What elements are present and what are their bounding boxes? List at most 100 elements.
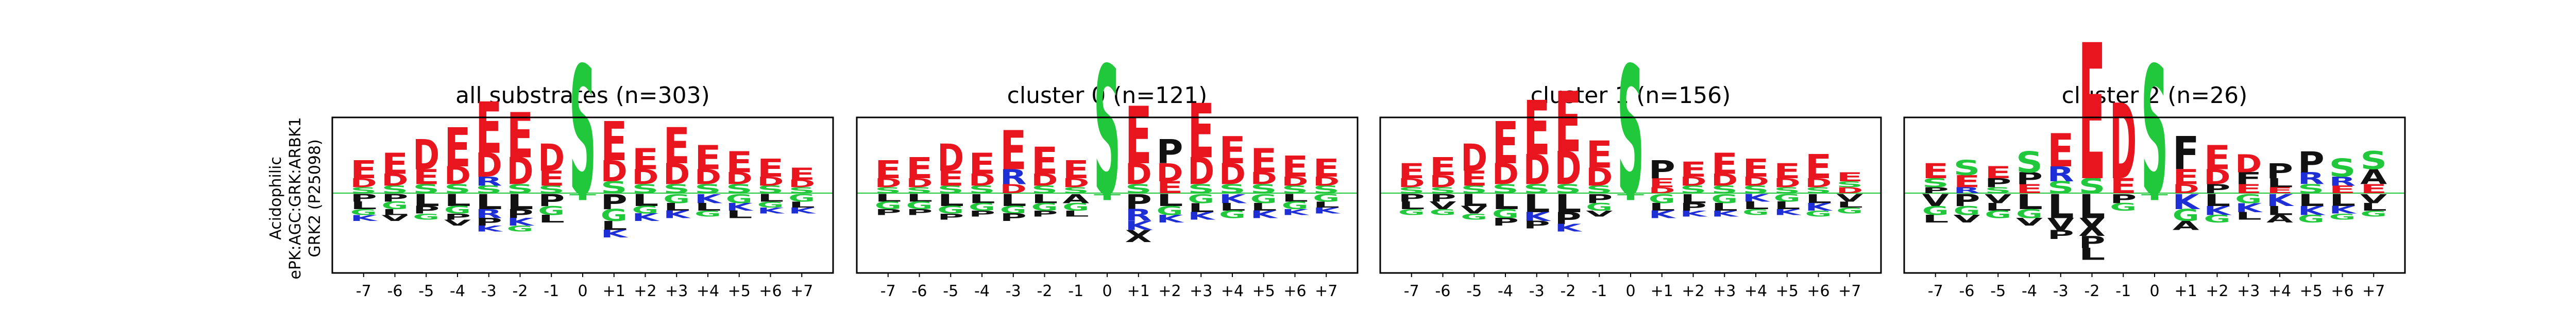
logo-letter-S: S xyxy=(1586,184,1613,196)
panel-title: all substrates (n=303) xyxy=(455,82,710,109)
depleted-letter: G xyxy=(969,201,995,213)
logo-letter-V: V xyxy=(444,218,471,228)
logo-letter-G: G xyxy=(788,192,815,204)
logo-letter-V: V xyxy=(1586,209,1613,219)
logo-letter-R: R xyxy=(476,207,502,221)
logo-letter-L: L xyxy=(694,201,721,213)
depleted-letter: G xyxy=(1219,209,1246,220)
x-tick-label: +1 xyxy=(1651,282,1673,300)
logo-letter-K: K xyxy=(1157,213,1185,225)
logo-letter-D: D xyxy=(538,136,565,180)
x-tick-label: -4 xyxy=(1498,282,1513,300)
x-tick-label: -4 xyxy=(2022,282,2037,300)
depleted-letter: G xyxy=(757,200,784,210)
x-tick-label: -1 xyxy=(1591,282,1607,300)
depleted-letter: G xyxy=(1062,201,1089,213)
enriched-letter: D xyxy=(444,161,471,191)
enriched-letter: S xyxy=(350,185,377,195)
logo-letter-K: K xyxy=(1649,209,1677,220)
x-tick-label: +3 xyxy=(665,282,688,300)
logo-letter-A: A xyxy=(2266,213,2293,225)
depleted-letter: L xyxy=(1680,192,1707,206)
logo-letter-G: G xyxy=(726,192,753,206)
logo-letter-L: L xyxy=(1188,201,1214,215)
depleted-letter: L xyxy=(1219,201,1246,213)
logo-letter-D: D xyxy=(788,178,815,190)
depleted-letter: V xyxy=(382,213,409,223)
depleted-letter: L xyxy=(2204,191,2231,210)
depleted-letter: P xyxy=(476,216,502,228)
logo-letter-P: P xyxy=(1031,209,1058,219)
depleted-letter: G xyxy=(2298,213,2325,225)
enriched-letter: D xyxy=(1492,158,1519,191)
logo-panel-1: cluster 0 (n=121)SDELGP-7SDELGP-6SEDLGP-… xyxy=(856,30,1359,300)
enriched-letter: S xyxy=(569,30,596,235)
enriched-letter: D xyxy=(663,158,690,191)
logo-letter-S: S xyxy=(757,184,784,196)
logo-letter-E: E xyxy=(1250,142,1277,180)
logo-letter-K: K xyxy=(2266,191,2294,210)
logo-letter-E: E xyxy=(1430,152,1456,181)
depleted-letter: K xyxy=(507,216,535,228)
depleted-letter: A xyxy=(2173,218,2199,233)
logo-letter-P: P xyxy=(1430,192,1456,204)
enriched-letter: E xyxy=(1711,147,1738,181)
x-tick-label: +2 xyxy=(2206,282,2228,300)
panel-title: cluster 2 (n=26) xyxy=(2062,82,2248,109)
depleted-letter: L xyxy=(906,192,933,204)
logo-letter-S: S xyxy=(569,30,596,235)
depleted-letter: G xyxy=(1188,192,1214,206)
logo-letter-L: L xyxy=(2079,187,2106,226)
logo-letter-G: G xyxy=(875,200,902,212)
x-tick-label: -2 xyxy=(1037,282,1053,300)
depleted-letter: L xyxy=(1836,200,1863,210)
logo-letter-S: S xyxy=(1094,30,1121,235)
depleted-letter: L xyxy=(694,201,721,213)
logo-letter-L: L xyxy=(1157,191,1183,210)
logo-letter-P: P xyxy=(937,212,964,221)
logo-letter-L: L xyxy=(2360,201,2387,213)
logo-letter-K: K xyxy=(1125,218,1153,233)
x-tick-label: +6 xyxy=(1283,282,1306,300)
logo-letter-D: D xyxy=(1188,149,1214,193)
logo-letter-F: F xyxy=(2173,127,2199,180)
enriched-letter: S xyxy=(1985,185,2011,195)
logo-letter-S: S xyxy=(1523,182,1550,196)
logo-letter-G: G xyxy=(2329,212,2356,221)
depleted-letter: R xyxy=(476,207,502,221)
logo-letter-X: X xyxy=(2079,213,2106,242)
enriched-letter: D xyxy=(1398,176,1425,190)
x-tick-label: -6 xyxy=(912,282,927,300)
logo-letter-L: L xyxy=(1742,200,1769,212)
enriched-letter: S xyxy=(601,178,628,197)
logo-letter-G: G xyxy=(906,200,933,212)
depleted-letter: K xyxy=(2298,203,2326,218)
x-tick-label: +4 xyxy=(1221,282,1244,300)
depleted-letter: G xyxy=(937,204,964,216)
depleted-letter: K xyxy=(601,228,629,240)
logo-letter-V: V xyxy=(1836,192,1863,204)
logo-letter-L: L xyxy=(1680,192,1707,206)
logo-letter-D: D xyxy=(2204,165,2231,189)
enriched-letter: D xyxy=(1523,146,1550,194)
depleted-letter: V xyxy=(2016,216,2043,228)
logo-letter-E: E xyxy=(1523,85,1550,173)
logo-letter-K: K xyxy=(1282,208,1310,217)
enriched-letter: S xyxy=(1125,182,1152,196)
logo-letter-D: D xyxy=(1219,158,1246,191)
panel-frame xyxy=(856,116,1359,274)
enriched-letter: E xyxy=(1062,155,1089,184)
logo-letter-G: G xyxy=(694,209,721,219)
depleted-letter: G xyxy=(1157,203,1183,218)
enriched-letter: D xyxy=(969,170,995,190)
logo-letter-K: K xyxy=(2235,201,2263,215)
logo-letter-G: G xyxy=(2235,192,2262,206)
logo-letter-S: S xyxy=(906,185,933,195)
logo-letter-G: G xyxy=(444,204,471,216)
logo-letter-E: E xyxy=(694,139,721,177)
logo-letter-V: V xyxy=(382,213,409,223)
logo-panels: all substrates (n=303)SDEPLGK-7SDEPGLV-6… xyxy=(331,5,2406,300)
enriched-letter: E xyxy=(2266,185,2293,195)
logo-letter-E: E xyxy=(2016,182,2043,196)
depleted-letter: P xyxy=(1954,191,1980,210)
